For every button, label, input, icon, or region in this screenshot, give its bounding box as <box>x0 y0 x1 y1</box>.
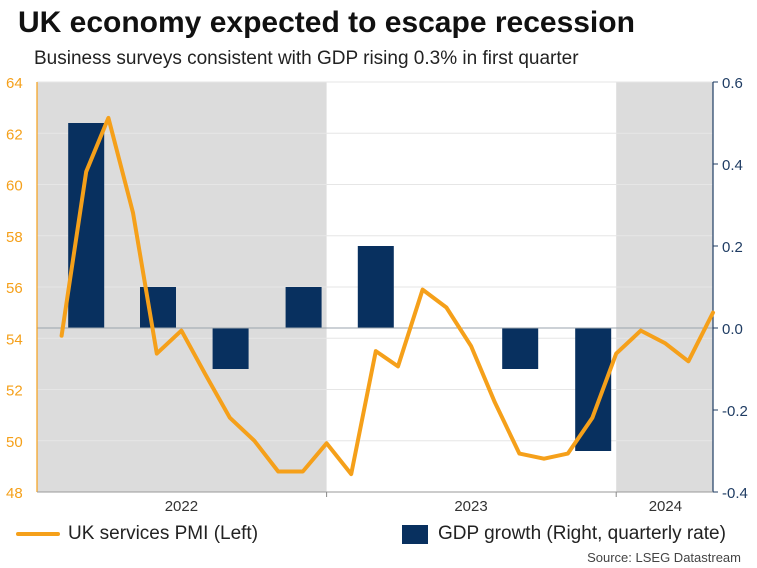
legend-pmi: UK services PMI (Left) <box>16 522 258 546</box>
left-tick-label: 54 <box>6 331 23 348</box>
left-tick-label: 60 <box>6 178 23 195</box>
left-tick-label: 62 <box>6 126 23 143</box>
x-tick-label: 2024 <box>649 498 682 515</box>
right-tick-label: -0.2 <box>722 403 748 420</box>
gdp-bar <box>212 328 249 369</box>
pmi-line <box>59 115 715 477</box>
left-tick-label: 50 <box>6 434 23 451</box>
right-tick-label: 0.2 <box>722 239 743 256</box>
right-tick-label: 0.4 <box>722 157 743 174</box>
x-tick-label: 2022 <box>165 498 198 515</box>
legend-gdp: GDP growth (Right, quarterly rate) <box>402 522 726 546</box>
gdp-bar <box>68 123 105 328</box>
left-tick-label: 52 <box>6 383 23 400</box>
left-tick-label: 48 <box>6 485 23 502</box>
gdp-bar <box>575 328 612 451</box>
left-tick-label: 58 <box>6 229 23 246</box>
legend-gdp-swatch <box>402 524 428 544</box>
x-tick-label: 2023 <box>454 498 487 515</box>
legend-pmi-swatch <box>16 532 60 536</box>
chart-title: UK economy expected to escape recession <box>18 6 635 39</box>
right-tick-label: 0.0 <box>722 321 743 338</box>
source-note: Source: LSEG Datastream <box>587 550 741 565</box>
right-tick-label: 0.6 <box>722 75 743 92</box>
legend-pmi-label: UK services PMI (Left) <box>68 523 259 544</box>
gdp-bar <box>357 246 394 328</box>
gdp-bar <box>502 328 539 369</box>
left-tick-label: 56 <box>6 280 23 297</box>
gdp-bar <box>285 287 322 328</box>
right-tick-label: -0.4 <box>722 485 748 502</box>
legend-gdp-label: GDP growth (Right, quarterly rate) <box>438 523 726 544</box>
chart-subtitle: Business surveys consistent with GDP ris… <box>34 48 579 69</box>
left-tick-label: 64 <box>6 75 23 92</box>
